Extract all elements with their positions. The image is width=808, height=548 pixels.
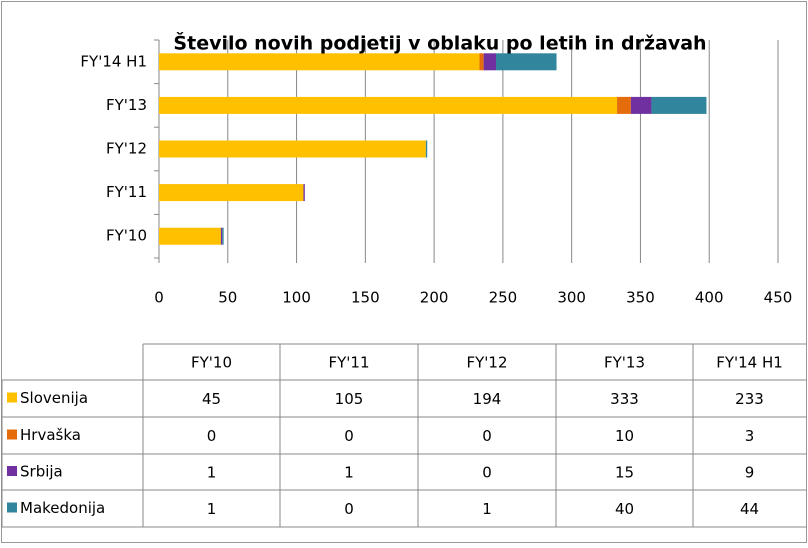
- chart-title: Število novih podjetij v oblaku po letih…: [173, 31, 706, 55]
- bar-segment: [222, 227, 224, 245]
- x-tick-label: 0: [154, 289, 164, 307]
- legend-swatch: [7, 502, 17, 513]
- legend-swatch: [7, 466, 17, 476]
- bar-segment: [630, 96, 652, 114]
- bar-segment: [483, 53, 497, 71]
- x-tick-label: 50: [218, 289, 237, 307]
- table-cell: 0: [482, 464, 492, 482]
- legend-label: Slovenija: [20, 389, 88, 407]
- bar-segment: [496, 53, 557, 71]
- bar-segment: [159, 96, 618, 114]
- table-header: FY'10: [191, 354, 232, 372]
- table-cell: 194: [473, 390, 502, 408]
- bar-segment: [220, 227, 223, 245]
- table-cell: 1: [207, 464, 217, 482]
- table-cell: 10: [615, 427, 634, 445]
- bar-segment: [159, 227, 221, 245]
- x-tick-label: 400: [695, 289, 724, 307]
- table-cell: 44: [740, 500, 759, 518]
- bar-segment: [159, 140, 426, 158]
- table-cell: 105: [335, 390, 364, 408]
- bar-segment: [651, 96, 707, 114]
- table-cell: 1: [482, 500, 492, 518]
- bar-segment: [159, 184, 304, 202]
- x-tick-label: 450: [764, 289, 793, 307]
- table-header: FY'12: [466, 354, 507, 372]
- table-cell: 3: [745, 427, 755, 445]
- bar-segment: [425, 140, 428, 158]
- y-tick-label: FY'13: [106, 96, 147, 114]
- table-cell: 333: [610, 390, 639, 408]
- legend-label: Srbija: [20, 463, 63, 481]
- y-tick-label: FY'11: [106, 183, 147, 201]
- legend-swatch: [7, 392, 17, 403]
- y-tick-label: FY'10: [106, 227, 147, 245]
- legend-label: Makedonija: [20, 499, 105, 517]
- table-cell: 45: [202, 390, 221, 408]
- x-tick-label: 350: [626, 289, 655, 307]
- table-cell: 233: [735, 390, 764, 408]
- y-tick-label: FY'14 H1: [80, 52, 147, 70]
- table-cell: 40: [615, 500, 634, 518]
- bar-segment: [479, 53, 484, 71]
- table-cell: 0: [482, 427, 492, 445]
- x-tick-label: 150: [351, 289, 380, 307]
- table-cell: 1: [207, 500, 217, 518]
- table-header: FY'13: [604, 354, 645, 372]
- legend-label: Hrvaška: [20, 426, 81, 444]
- table-header: FY'14 H1: [716, 354, 783, 372]
- table-cell: 0: [344, 427, 354, 445]
- bar-segment: [303, 184, 305, 202]
- x-tick-label: 250: [489, 289, 518, 307]
- bar-segment: [617, 96, 631, 114]
- x-tick-label: 200: [420, 289, 449, 307]
- table-cell: 0: [207, 427, 217, 445]
- table-header: FY'11: [328, 354, 369, 372]
- x-tick-label: 300: [557, 289, 586, 307]
- y-tick-label: FY'12: [106, 140, 147, 158]
- table-cell: 15: [615, 464, 634, 482]
- table-cell: 0: [344, 500, 354, 518]
- table-cell: 9: [745, 464, 755, 482]
- legend-swatch: [7, 429, 17, 440]
- table-cell: 1: [344, 464, 354, 482]
- x-tick-label: 100: [282, 289, 311, 307]
- bar-segment: [159, 53, 480, 71]
